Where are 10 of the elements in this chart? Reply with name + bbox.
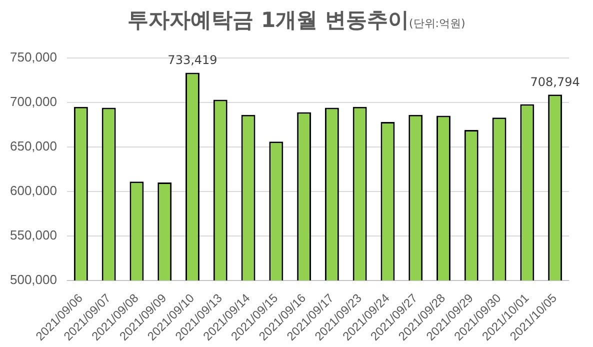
y-tick-label: 700,000 [10, 94, 57, 110]
chart-title: 투자자예탁금 1개월 변동추이 [128, 8, 409, 32]
data-label: 708,794 [530, 74, 580, 89]
data-label: 733,419 [168, 52, 218, 67]
chart-subtitle: (단위:억원) [408, 17, 466, 30]
y-tick-label: 750,000 [10, 50, 57, 65]
y-tick-label: 500,000 [10, 272, 57, 287]
y-tick-label: 550,000 [10, 227, 57, 242]
y-tick-label: 600,000 [10, 182, 57, 198]
y-tick-label: 650,000 [10, 138, 57, 154]
